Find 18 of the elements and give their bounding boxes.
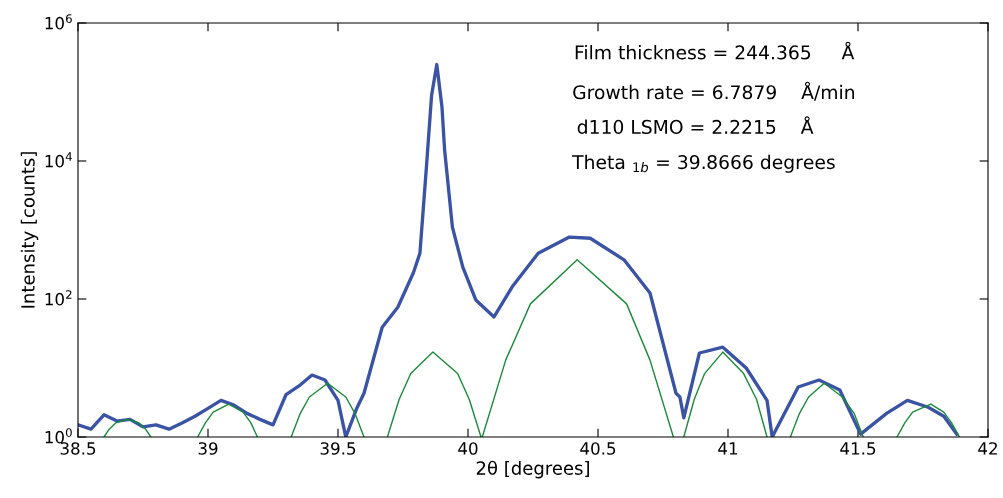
y-axis-title: Intensity [counts] xyxy=(20,152,39,308)
x-tick-label: 42 xyxy=(978,442,997,455)
annotation: d110 LSMO = 2.2215 Å xyxy=(577,116,814,135)
y-tick-label: 10$^{6}$ xyxy=(45,14,72,30)
x-tick-label: 41 xyxy=(718,442,738,455)
x-axis-title: 2θ [degrees] xyxy=(476,460,589,479)
line-series xyxy=(78,62,959,437)
y-tick-label: 10$^{2}$ xyxy=(45,290,72,306)
x-tick-label: 40 xyxy=(458,442,478,455)
x-tick-label: 40.5 xyxy=(580,442,616,455)
x-tick-label: 39 xyxy=(198,442,218,455)
x-tick-label: 38.5 xyxy=(60,442,96,455)
x-tick-label: 39.5 xyxy=(320,442,356,455)
y-tick-label: 10$^{4}$ xyxy=(45,152,72,168)
annotation: Growth rate = 6.7879 Å/min xyxy=(573,81,855,101)
x-tick-label: 41.5 xyxy=(840,442,876,455)
annotation: Theta $_{1b}$ = 39.8666 degrees xyxy=(572,154,835,173)
annotation: Film thickness = 244.365 Å xyxy=(575,41,855,60)
